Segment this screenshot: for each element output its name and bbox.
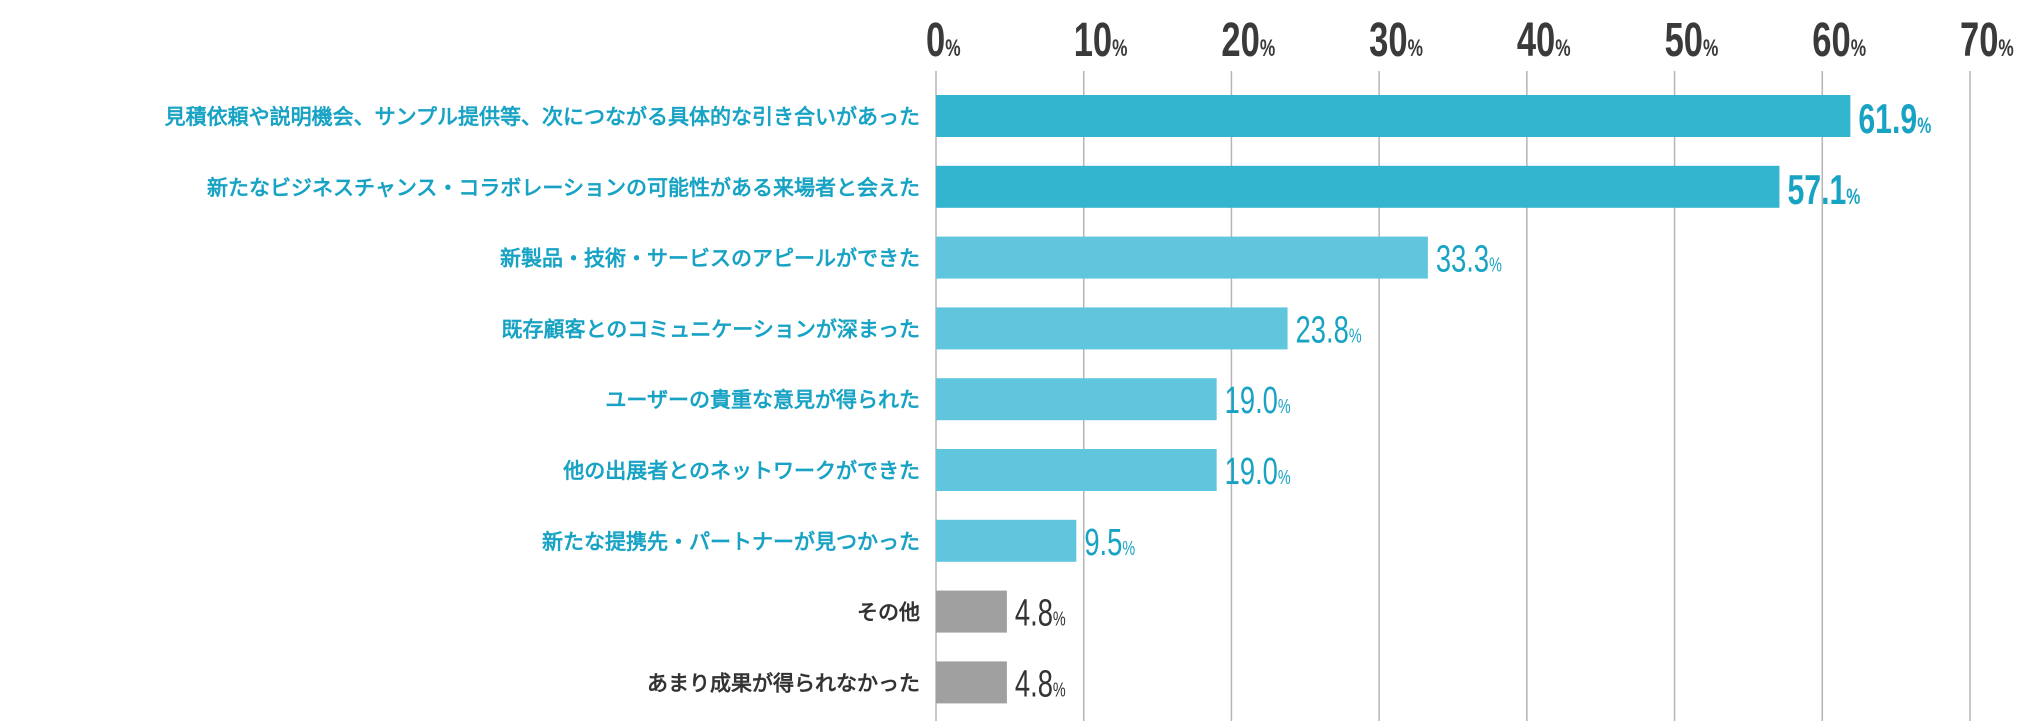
value-label: 4.8% xyxy=(1015,592,1066,634)
bar xyxy=(936,95,1851,137)
x-tick-label: 20% xyxy=(1221,12,1275,66)
bar xyxy=(936,165,1780,208)
bar xyxy=(936,307,1288,350)
value-label: 61.9% xyxy=(1858,95,1931,142)
category-label: 新たな提携先・パートナーが見つかった xyxy=(542,530,920,554)
value-label: 19.0% xyxy=(1225,380,1291,422)
category-label: 新製品・技術・サービスのアピールができた xyxy=(500,247,920,271)
value-label: 23.8% xyxy=(1296,309,1362,351)
bar xyxy=(936,590,1007,633)
bar xyxy=(936,519,1077,562)
bar xyxy=(936,661,1007,704)
x-tick-label: 0% xyxy=(926,12,961,66)
bar xyxy=(936,449,1217,491)
value-label: 57.1% xyxy=(1787,166,1860,213)
x-tick-label: 60% xyxy=(1812,12,1866,66)
value-label: 19.0% xyxy=(1225,451,1291,493)
x-tick-label: 50% xyxy=(1665,12,1719,66)
category-label: 見積依頼や説明機会、サンプル提供等、次につながる具体的な引き合いがあった xyxy=(165,105,920,129)
value-label: 33.3% xyxy=(1436,238,1502,280)
value-label: 4.8% xyxy=(1015,663,1066,705)
bar xyxy=(936,378,1217,421)
x-tick-label: 30% xyxy=(1369,12,1423,66)
x-tick-label: 10% xyxy=(1074,12,1128,66)
category-label: その他 xyxy=(857,601,920,625)
category-label: 新たなビジネスチャンス・コラボレーションの可能性がある来場者と会えた xyxy=(207,176,920,200)
category-label: ユーザーの貴重な意見が得られた xyxy=(605,388,920,412)
x-tick-label: 70% xyxy=(1960,12,2014,66)
x-tick-label: 40% xyxy=(1517,12,1571,66)
bar xyxy=(936,236,1428,279)
category-label: あまり成果が得られなかった xyxy=(647,671,920,695)
category-label: 既存顧客とのコミュニケーションが深まった xyxy=(501,317,920,341)
value-label: 9.5% xyxy=(1084,522,1135,564)
category-label: 他の出展者とのネットワークができた xyxy=(562,459,920,483)
